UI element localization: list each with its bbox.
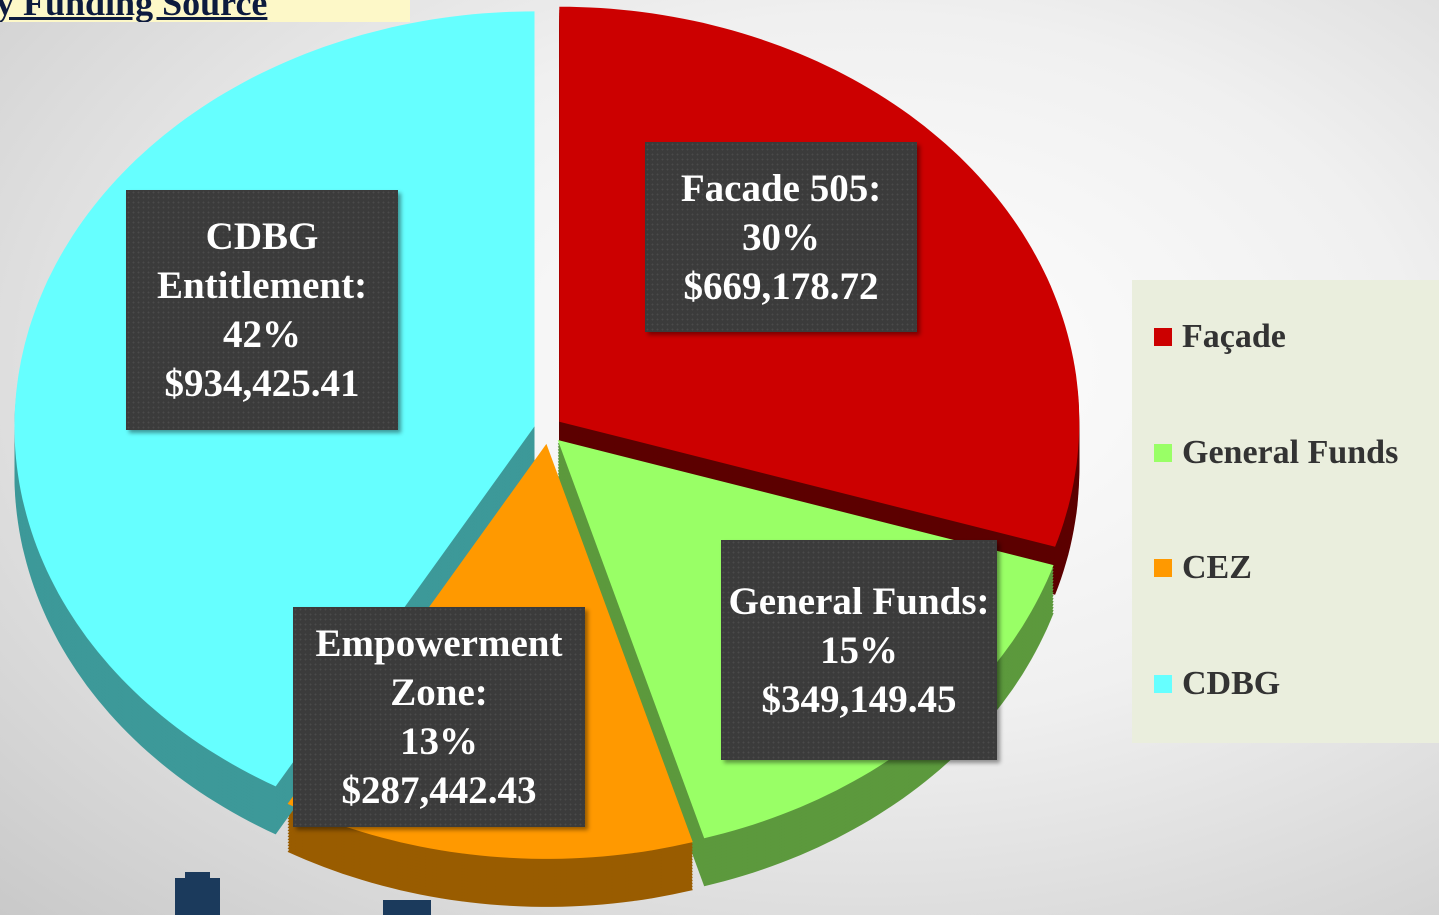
data-label-amount: $349,149.45 [761, 677, 957, 721]
legend: Façade General Funds CEZ CDBG [1132, 280, 1439, 743]
data-label-name: Empowerment Zone: [315, 622, 563, 714]
data-label-percent: 42% [223, 313, 301, 356]
legend-item: General Funds [1154, 434, 1398, 472]
legend-swatch [1154, 674, 1172, 693]
legend-swatch [1154, 559, 1172, 577]
legend-label: CEZ [1182, 549, 1252, 586]
data-label-name: CDBG Entitlement: [156, 215, 368, 307]
data-label-name: General Funds: [728, 579, 990, 623]
data-label-amount: $934,425.41 [164, 362, 360, 405]
data-label: General Funds: 15% $349,149.45 [721, 540, 997, 760]
data-label-amount: $287,442.43 [341, 769, 537, 812]
title-box: y Funding Source [0, 0, 410, 22]
legend-swatch [1154, 443, 1172, 462]
data-label: Facade 505: 30% $669,178.72 [645, 142, 917, 332]
legend-label: Façade [1182, 318, 1286, 355]
legend-swatch [1154, 328, 1172, 346]
legend-item: CEZ [1154, 549, 1252, 587]
legend-item: Façade [1154, 318, 1286, 356]
data-label-name: Facade 505: [680, 166, 882, 210]
data-label-percent: 30% [742, 215, 820, 259]
legend-label: General Funds [1182, 433, 1399, 471]
data-label-percent: 15% [820, 628, 898, 672]
building-icon [185, 872, 210, 880]
data-label: CDBG Entitlement: 42% $934,425.41 [126, 190, 398, 430]
legend-label: CDBG [1182, 664, 1281, 702]
legend-item: CDBG [1154, 665, 1280, 703]
building-icon [383, 900, 431, 915]
data-label-amount: $669,178.72 [683, 264, 879, 308]
chart-title: y Funding Source [0, 0, 268, 22]
building-icon [175, 878, 220, 915]
data-label: Empowerment Zone: 13% $287,442.43 [293, 607, 585, 827]
data-label-percent: 13% [400, 720, 478, 763]
